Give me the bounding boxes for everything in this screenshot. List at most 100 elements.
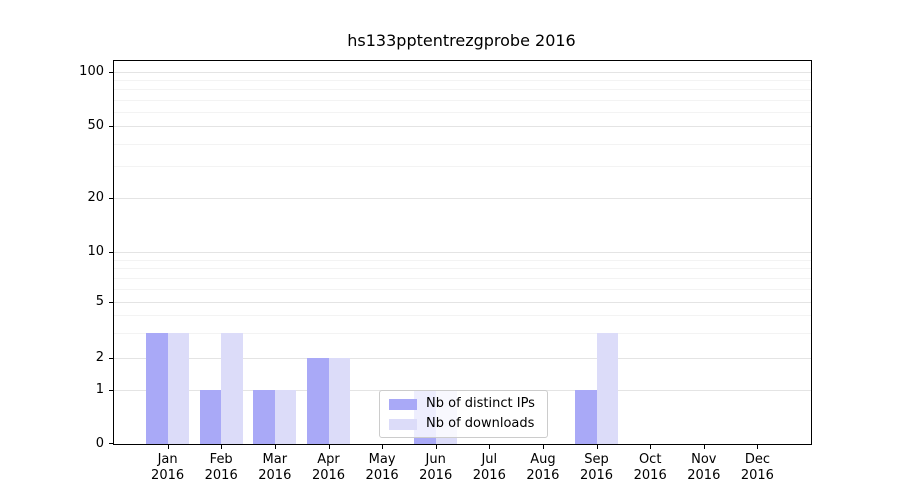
y-tick-mark-5: [109, 301, 113, 303]
x-tick-mark-aug: [542, 445, 544, 449]
gridline-major-50: [114, 126, 811, 127]
x-tick-mark-mar: [274, 445, 276, 449]
x-tick-month: Nov: [691, 452, 717, 467]
gridline-minor-6: [114, 288, 811, 290]
x-tick-label-dec: Dec 2016: [729, 452, 785, 484]
gridline-minor-8: [114, 267, 811, 269]
bar-downloads-sep: [596, 333, 618, 444]
y-tick-mark-20: [109, 198, 113, 199]
gridline-major-20: [114, 198, 811, 199]
x-tick-label-jul: Jul 2016: [461, 452, 517, 484]
x-tick-label-feb: Feb 2016: [193, 452, 249, 484]
legend-swatch-distinct-ips: [389, 398, 417, 410]
x-tick-month: Oct: [638, 452, 662, 467]
gridline-minor-9: [114, 259, 811, 261]
x-tick-year: 2016: [151, 468, 185, 483]
x-tick-label-apr: Apr 2016: [301, 452, 357, 484]
legend-label: Nb of downloads: [426, 416, 535, 431]
bar-distinct-ips-sep: [575, 389, 597, 444]
x-tick-year: 2016: [526, 468, 560, 483]
axes-layer: 0 1 2 5 10 20 50 100 Jan 2016 Feb 2016 Mar 2016 Apr 201…: [79, 61, 811, 483]
gridline-minor-70: [114, 99, 811, 101]
bar-downloads-feb: [221, 333, 243, 444]
x-tick-label-may: May 2016: [354, 452, 410, 484]
bar-downloads-apr: [328, 358, 350, 444]
gridline-minor-80: [114, 89, 811, 91]
x-tick-year: 2016: [258, 468, 292, 483]
x-tick-month: Sep: [584, 452, 609, 467]
y-tick-mark-0: [109, 443, 113, 444]
x-tick-month: Aug: [530, 452, 556, 467]
x-tick-mark-feb: [221, 445, 223, 449]
x-tick-mark-jul: [489, 445, 491, 449]
gridline-minor-60: [114, 111, 811, 113]
y-tick-label-10: 10: [87, 244, 104, 259]
x-tick-year: 2016: [365, 468, 399, 483]
y-tick-label-5: 5: [95, 293, 104, 309]
x-tick-year: 2016: [633, 468, 667, 483]
bar-distinct-ips-mar: [253, 389, 275, 444]
x-tick-year: 2016: [579, 468, 614, 483]
x-tick-mark-dec: [757, 445, 759, 449]
x-tick-label-sep: Sep 2016: [569, 452, 625, 484]
x-tick-year: 2016: [740, 468, 774, 483]
gridline-minor-90: [114, 80, 811, 82]
bar-distinct-ips-feb: [199, 389, 222, 444]
bar-distinct-ips-apr: [307, 358, 329, 444]
gridline-minor-40: [114, 143, 811, 145]
legend-entry-downloads: Nb of downloads: [389, 416, 538, 432]
x-tick-mark-may: [382, 445, 384, 449]
legend-label: Nb of distinct IPs: [426, 396, 535, 411]
gridline-minor-4: [114, 315, 811, 317]
y-tick-label-0: 0: [95, 436, 104, 451]
x-tick-label-aug: Aug 2016: [515, 452, 571, 484]
x-tick-label-oct: Oct 2016: [622, 452, 678, 484]
y-tick-label-50: 50: [87, 118, 104, 133]
y-tick-label-20: 20: [87, 190, 104, 205]
x-tick-label-jun: Jun 2016: [408, 452, 464, 484]
x-tick-year: 2016: [311, 468, 346, 483]
x-tick-month: Apr: [317, 452, 340, 467]
x-tick-year: 2016: [419, 468, 453, 483]
gridline-major-100: [114, 72, 811, 73]
x-tick-month: Jul: [481, 452, 498, 467]
gridline-minor-3: [114, 333, 811, 334]
y-tick-mark-100: [109, 72, 113, 73]
x-tick-mark-apr: [328, 445, 330, 449]
bar-downloads-jan: [167, 333, 190, 444]
x-tick-mark-jun: [435, 445, 437, 449]
x-tick-month: Feb: [209, 452, 233, 467]
gridline-major-2: [114, 358, 811, 359]
gridline-minor-30: [114, 166, 811, 168]
x-tick-month: May: [368, 452, 396, 467]
x-tick-mark-jan: [167, 445, 169, 449]
gridline-minor-7: [114, 277, 811, 279]
y-tick-mark-2: [109, 358, 113, 359]
legend-swatch-downloads: [389, 418, 417, 430]
bar-distinct-ips-jan: [146, 333, 168, 444]
x-tick-month: Jun: [425, 452, 446, 467]
x-tick-year: 2016: [204, 468, 238, 483]
gridline-major-5: [114, 301, 811, 303]
x-tick-year: 2016: [472, 468, 506, 483]
y-tick-label-1: 1: [95, 381, 104, 397]
x-tick-mark-sep: [596, 445, 598, 449]
bar-downloads-mar: [274, 389, 297, 444]
x-tick-label-jan: Jan 2016: [140, 452, 196, 484]
legend-entry-distinct-ips: Nb of distinct IPs: [389, 396, 538, 412]
gridline-major-10: [114, 252, 811, 253]
y-tick-label-100: 100: [79, 64, 104, 79]
x-tick-month: Mar: [262, 452, 288, 467]
x-tick-mark-nov: [703, 445, 705, 449]
x-tick-label-nov: Nov 2016: [676, 452, 732, 484]
x-tick-year: 2016: [687, 468, 721, 483]
x-tick-month: Jan: [157, 452, 178, 467]
y-tick-mark-50: [109, 126, 113, 127]
x-tick-label-mar: Mar 2016: [247, 452, 303, 484]
chart-title: hs133pptentrezgprobe 2016: [347, 31, 576, 50]
legend: Nb of distinct IPs Nb of downloads: [379, 390, 548, 438]
y-tick-mark-1: [109, 389, 113, 391]
y-tick-label-2: 2: [95, 350, 104, 365]
x-tick-month: Dec: [744, 452, 770, 467]
